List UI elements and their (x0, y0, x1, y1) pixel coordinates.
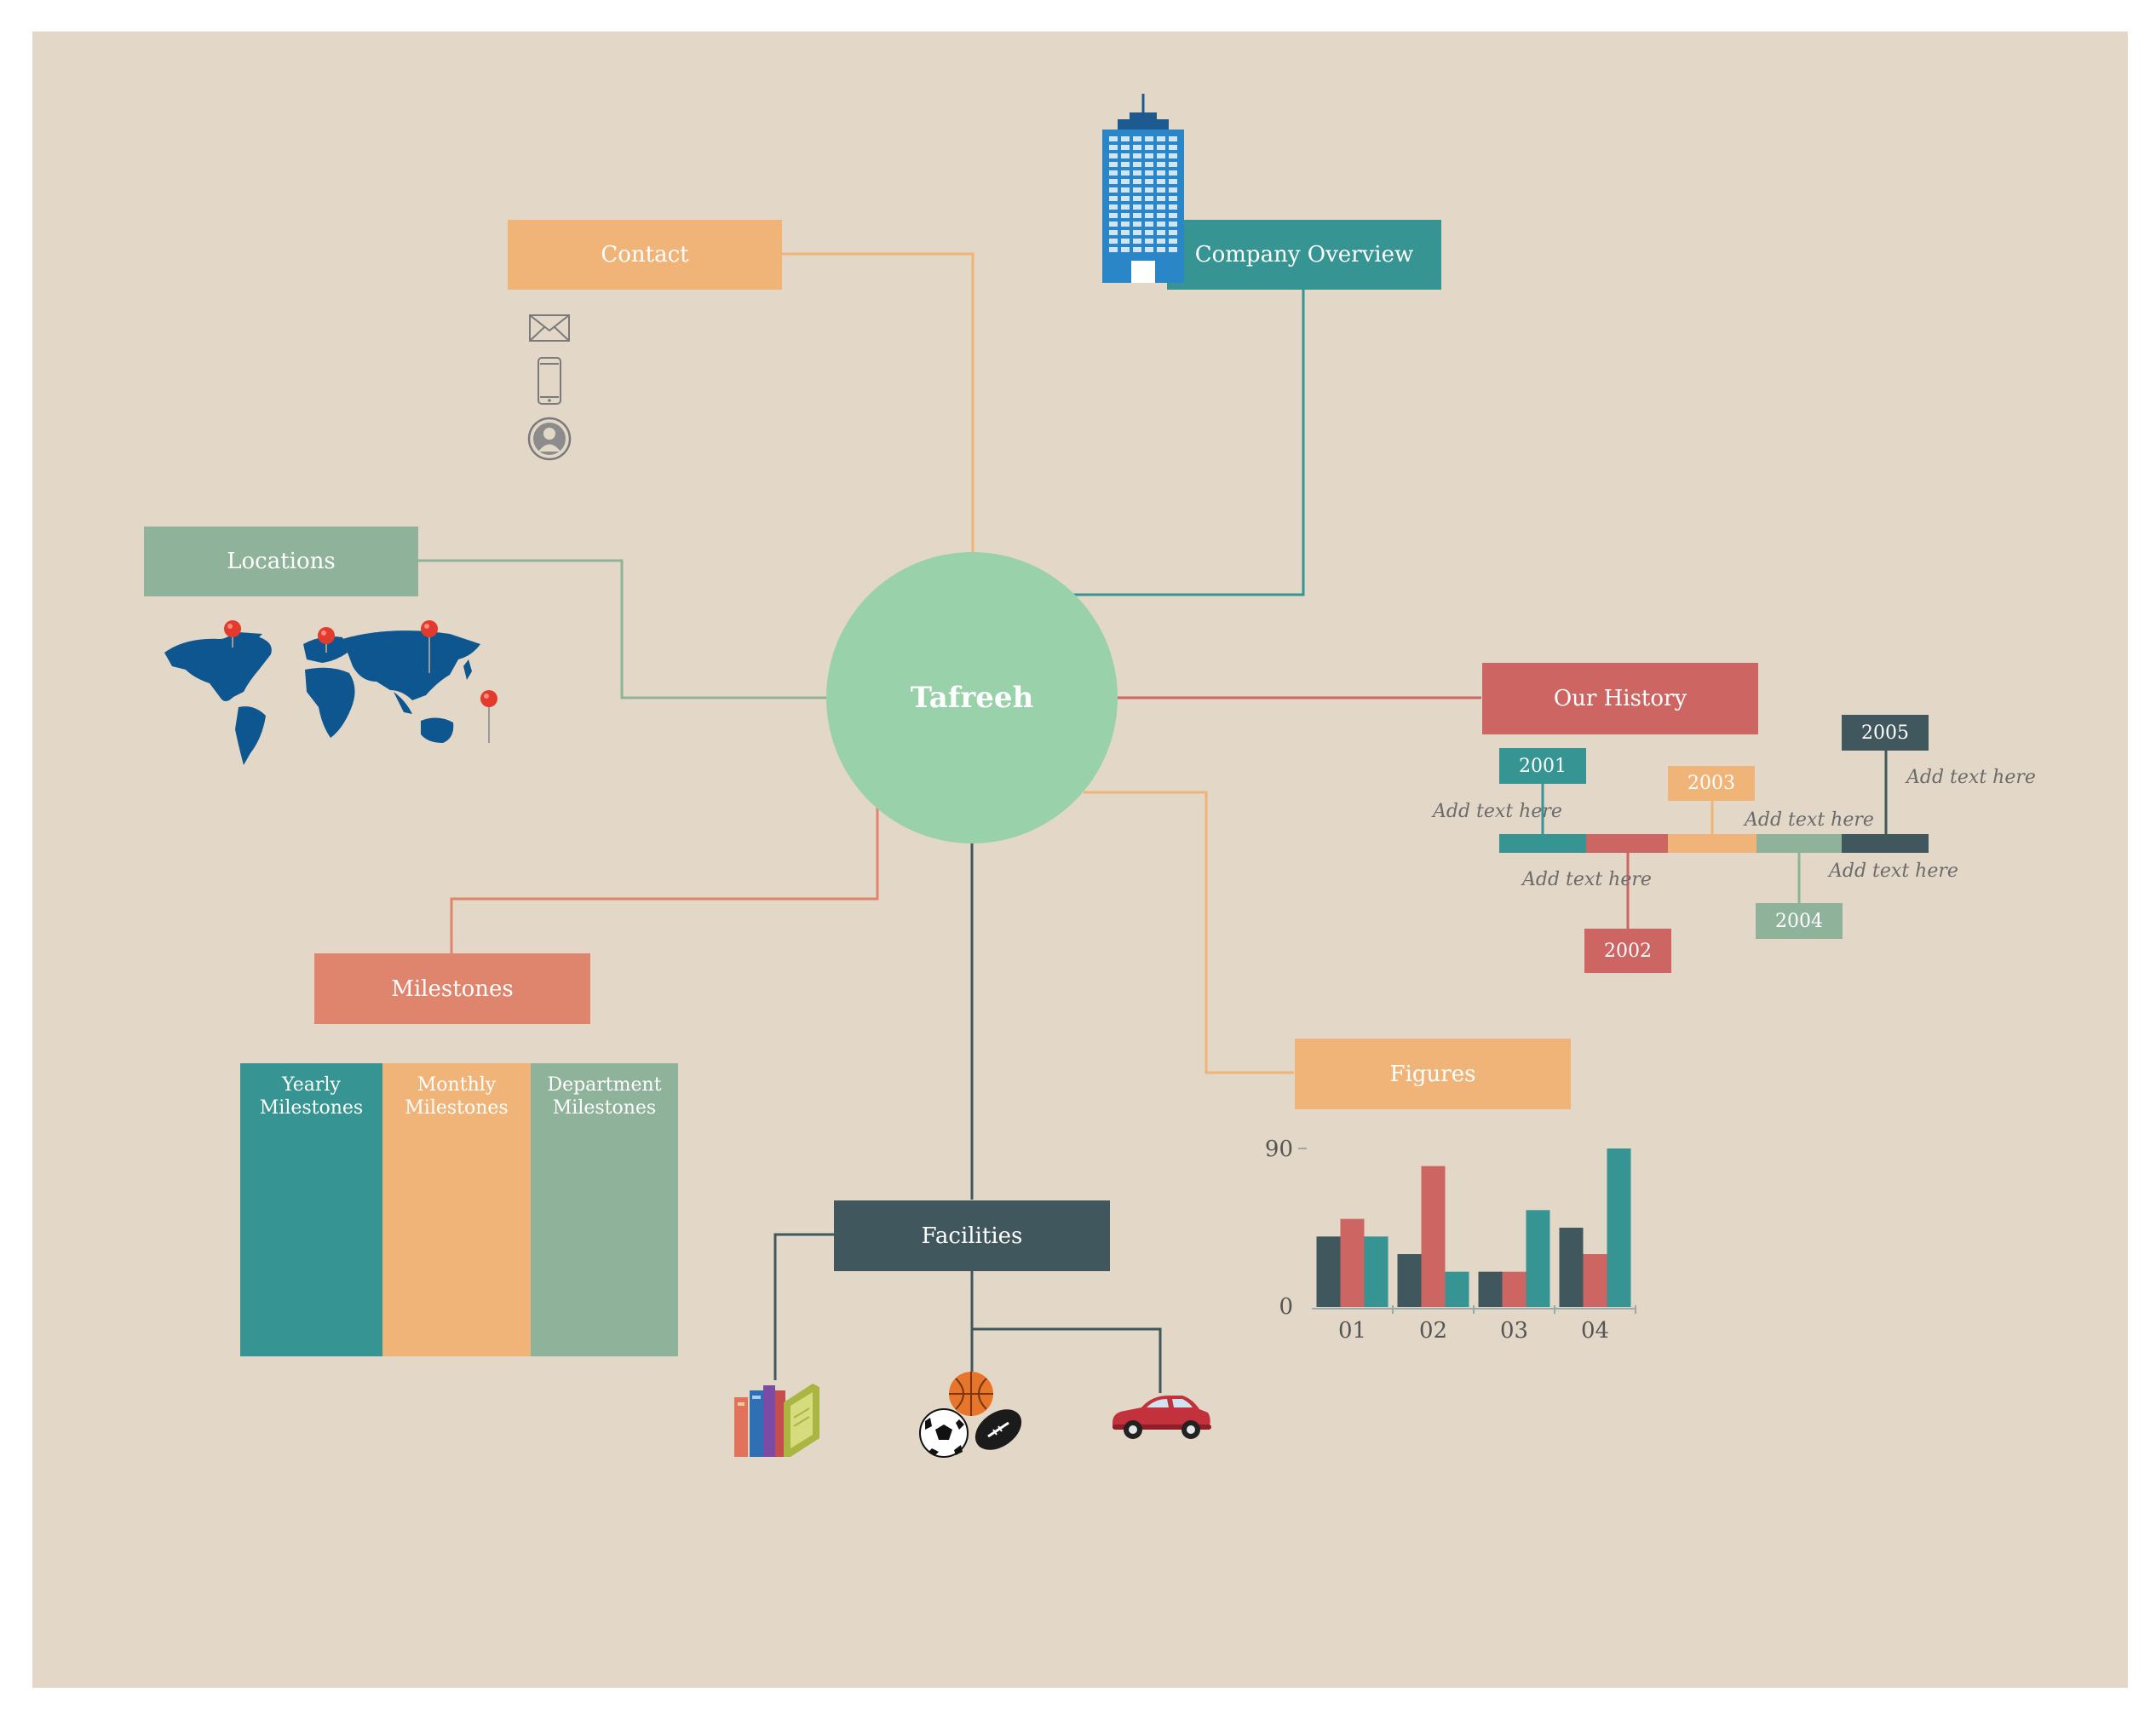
milestones-column-yearly-line2: Milestones (259, 1097, 364, 1119)
car-icon (1112, 1396, 1211, 1439)
x-tick-label-02: 02 (1419, 1318, 1447, 1344)
timeline-seg-2003 (1668, 834, 1756, 853)
world-map-icon (164, 620, 497, 765)
milestones-column-monthly-line2: Milestones (405, 1097, 509, 1119)
history-year-2004: 2004 (1756, 903, 1843, 939)
history-year-2003: 2003 (1668, 766, 1755, 801)
timeline-seg-2002 (1586, 834, 1668, 853)
x-tick-label-04: 04 (1581, 1318, 1609, 1344)
phone-icon (538, 357, 561, 405)
sports-balls-icon (919, 1372, 1022, 1458)
history-year-2001: 2001 (1499, 748, 1586, 784)
bar-03-series-3 (1526, 1210, 1550, 1307)
branch-contact[interactable]: Contact (508, 220, 782, 290)
mind-map-canvas (32, 32, 2128, 1688)
building-icon (1102, 94, 1184, 283)
bar-04-series-1 (1559, 1228, 1584, 1307)
connector-figures (1084, 791, 1294, 1074)
bar-01-series-2 (1340, 1218, 1365, 1307)
milestones-column-yearly-line1: Yearly (282, 1074, 341, 1096)
bar-04-series-2 (1583, 1254, 1607, 1307)
timeline-seg-2005 (1842, 834, 1929, 853)
connector-locations (417, 559, 826, 699)
connector-books (773, 1233, 834, 1380)
history-year-2005: 2005 (1842, 715, 1929, 751)
bar-03-series-1 (1478, 1271, 1503, 1307)
branch-facilities[interactable]: Facilities (834, 1200, 1110, 1271)
connector-company (1072, 290, 1305, 596)
branch-our-history[interactable]: Our History (1482, 663, 1758, 734)
connector-contact (782, 252, 975, 552)
milestones-column-department-line2: Milestones (552, 1097, 657, 1119)
envelope-icon (529, 314, 570, 342)
bar-04-series-3 (1607, 1148, 1631, 1307)
branch-figures[interactable]: Figures (1295, 1039, 1571, 1109)
milestones-column-yearly: Yearly Milestones (240, 1063, 382, 1356)
history-note-2004: Add text here (1829, 860, 1958, 882)
history-year-2002: 2002 (1584, 929, 1671, 973)
central-topic[interactable]: Tafreeh (826, 552, 1118, 843)
milestones-column-department-line1: Department (547, 1074, 662, 1096)
person-icon (527, 417, 572, 461)
x-tick-label-01: 01 (1338, 1318, 1366, 1344)
y-tick-label-0: 0 (1279, 1294, 1293, 1320)
branch-company-overview[interactable]: Company Overview (1167, 220, 1441, 290)
y-tick-label-90: 90 (1265, 1137, 1293, 1162)
books-icon (734, 1384, 819, 1457)
bar-01-series-1 (1316, 1236, 1341, 1307)
bar-02-series-1 (1397, 1254, 1422, 1307)
branch-milestones[interactable]: Milestones (314, 953, 590, 1024)
x-tick-label-03: 03 (1500, 1318, 1528, 1344)
branch-locations[interactable]: Locations (144, 527, 418, 596)
bar-02-series-2 (1421, 1166, 1446, 1307)
connector-car (972, 1327, 1162, 1393)
milestones-column-monthly-line1: Monthly (417, 1074, 497, 1096)
history-note-2002: Add text here (1522, 869, 1652, 890)
history-note-2005: Add text here (1906, 767, 2036, 788)
timeline-seg-2004 (1756, 834, 1842, 853)
bar-02-series-3 (1445, 1271, 1469, 1307)
bar-01-series-3 (1364, 1236, 1388, 1307)
history-note-2001: Add text here (1433, 801, 1562, 822)
bar-03-series-2 (1502, 1271, 1526, 1307)
milestones-column-department: Department Milestones (531, 1063, 678, 1356)
connector-milestones (450, 801, 879, 954)
milestones-column-monthly: Monthly Milestones (382, 1063, 531, 1356)
history-note-2003: Add text here (1745, 809, 1874, 831)
figures-bar-chart: 0 90 01 02 03 04 (1265, 1137, 1636, 1344)
timeline-seg-2001 (1499, 834, 1586, 853)
location-pins (224, 620, 497, 743)
